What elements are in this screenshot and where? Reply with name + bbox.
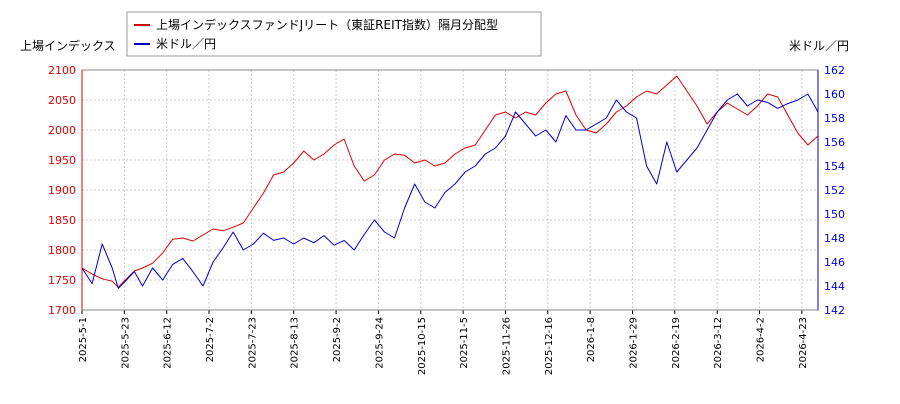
left-tick-label: 1700 xyxy=(48,304,76,317)
right-tick-label: 154 xyxy=(824,160,845,173)
x-tick-label: 2025-6-12 xyxy=(163,317,174,369)
left-tick-label: 1850 xyxy=(48,214,76,227)
left-axis-title: 上場インデックス xyxy=(20,38,116,53)
right-tick-label: 146 xyxy=(824,256,845,269)
legend-box xyxy=(126,11,542,57)
x-tick-label: 2026-3-12 xyxy=(713,317,724,369)
right-tick-label: 160 xyxy=(824,88,845,101)
legend: 上場インデックスファンドJリート（東証REIT指数）隔月分配型 米ドル／円 xyxy=(126,11,542,57)
x-tick-label: 2026-4-2 xyxy=(756,317,767,362)
left-tick-label: 1800 xyxy=(48,244,76,257)
legend-label-1: 米ドル／円 xyxy=(156,37,216,51)
right-tick-label: 156 xyxy=(824,136,845,149)
x-tick-label: 2025-8-13 xyxy=(290,317,301,369)
x-tick-label: 2026-4-23 xyxy=(798,317,809,369)
x-tick-label: 2025-5-23 xyxy=(120,317,131,369)
right-tick-label: 150 xyxy=(824,208,845,221)
x-tick-label: 2025-9-24 xyxy=(374,317,385,369)
left-tick-label: 1750 xyxy=(48,274,76,287)
x-tick-label: 2025-9-2 xyxy=(332,317,343,362)
right-axis-title: 米ドル／円 xyxy=(789,39,849,53)
x-tick-label: 2026-1-8 xyxy=(586,317,597,362)
x-tick-label: 2025-10-15 xyxy=(417,317,428,375)
right-tick-label: 162 xyxy=(824,64,845,77)
x-tick-label: 2025-7-2 xyxy=(205,317,216,362)
left-tick-label: 2050 xyxy=(48,94,76,107)
x-tick-label: 2025-11-5 xyxy=(459,317,470,369)
right-tick-label: 144 xyxy=(824,280,845,293)
series-line-reit xyxy=(81,75,819,288)
x-tick-label: 2025-11-26 xyxy=(501,317,512,375)
left-tick-label: 2000 xyxy=(48,124,76,137)
left-tick-label: 1950 xyxy=(48,154,76,167)
left-tick-label: 1900 xyxy=(48,184,76,197)
left-tick-label: 2100 xyxy=(48,64,76,77)
right-tick-label: 142 xyxy=(824,304,845,317)
x-tick-label: 2025-7-23 xyxy=(247,317,258,369)
axes-layer: 1700 1750 1800 1850 1900 1950 2000 2050 2100 142 1… xyxy=(48,64,845,375)
right-tick-label: 158 xyxy=(824,112,845,125)
right-tick-label: 148 xyxy=(824,232,845,245)
legend-label-0: 上場インデックスファンドJリート（東証REIT指数）隔月分配型 xyxy=(156,17,498,32)
right-tick-label: 152 xyxy=(824,184,845,197)
x-tick-label: 2025-12-16 xyxy=(544,317,555,375)
grid-layer xyxy=(81,69,818,311)
x-tick-label: 2026-2-19 xyxy=(671,317,682,369)
x-tick-label: 2025-5-1 xyxy=(78,317,89,362)
series-layer xyxy=(81,75,819,289)
x-tick-label: 2026-1-29 xyxy=(628,317,639,369)
series-line-usdjpy xyxy=(81,93,819,289)
